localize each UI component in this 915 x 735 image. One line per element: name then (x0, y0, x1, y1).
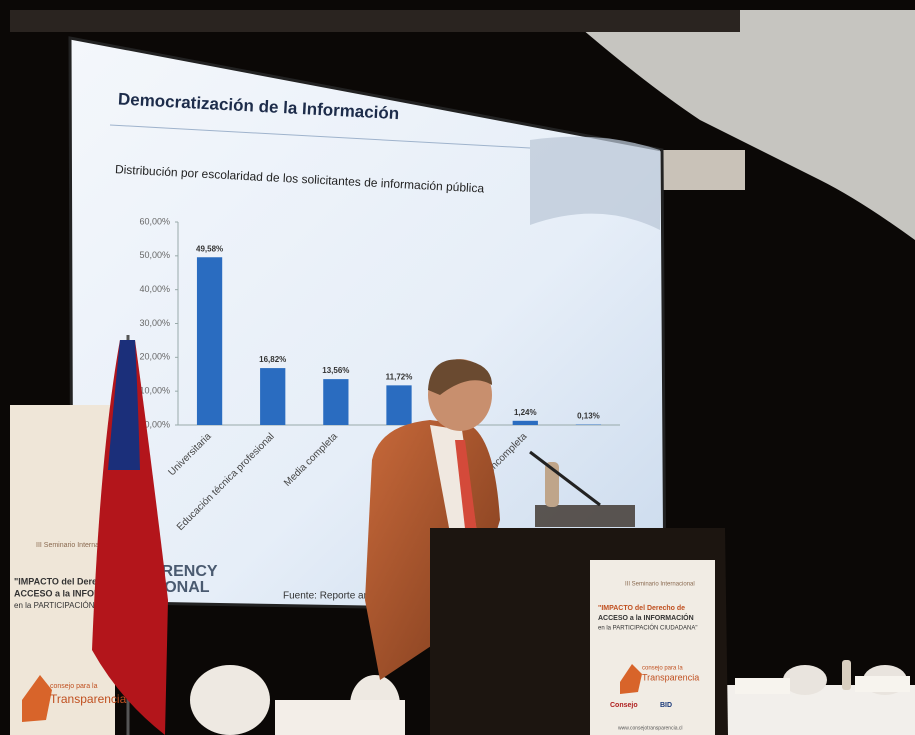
value-label: 11,72% (386, 372, 413, 381)
bar (513, 421, 538, 425)
slide-source: Fuente: Reporte ana (283, 591, 375, 602)
value-label: 16,82% (259, 355, 286, 364)
bar (260, 368, 285, 425)
name-card (855, 676, 910, 692)
y-tick-label: 40,00% (139, 284, 170, 294)
poster-sponsor: Consejo (610, 702, 638, 709)
page: Seminario presentation {"chart_data": {"… (0, 0, 915, 735)
y-tick-label: 60,00% (139, 216, 170, 226)
bottle (842, 660, 851, 690)
value-label: 0,13% (577, 412, 600, 421)
poster-event: III Seminario Internacional (625, 582, 695, 588)
y-tick-label: 20,00% (139, 352, 170, 362)
body: Democratización de la Información Distri… (0, 0, 915, 735)
poster-heading: ACCESO a la INFORMACIÓN (598, 613, 694, 622)
y-tick-label: 30,00% (139, 318, 170, 328)
poster-organizer: Transparencia (642, 672, 699, 682)
truss (10, 10, 740, 32)
y-tick-label: 0,00% (144, 419, 170, 429)
poster-url: www.consejotransparencia.cl (618, 725, 682, 731)
bar (197, 257, 222, 425)
bar (386, 385, 411, 425)
value-label: 1,24% (514, 408, 537, 417)
table (275, 700, 405, 735)
poster-sponsor: BID (660, 702, 672, 709)
name-card (735, 678, 790, 694)
value-label: 13,56% (322, 366, 349, 375)
screen-frame-top (660, 150, 745, 190)
podium-glasses (535, 505, 635, 527)
value-label: 49,58% (196, 244, 223, 253)
bar (323, 379, 348, 425)
y-tick-label: 10,00% (139, 386, 170, 396)
banner-organizer: consejo para la (50, 683, 98, 690)
poster-organizer: consejo para la (642, 666, 683, 672)
chair (190, 665, 270, 735)
poster-heading: "IMPACTO del Derecho de (598, 605, 685, 612)
y-tick-label: 50,00% (139, 250, 170, 260)
photo: Democratización de la Información Distri… (0, 0, 915, 735)
poster-heading: en la PARTICIPACIÓN CIUDADANA" (598, 625, 698, 632)
banner-organizer: Transparencia (50, 692, 127, 706)
